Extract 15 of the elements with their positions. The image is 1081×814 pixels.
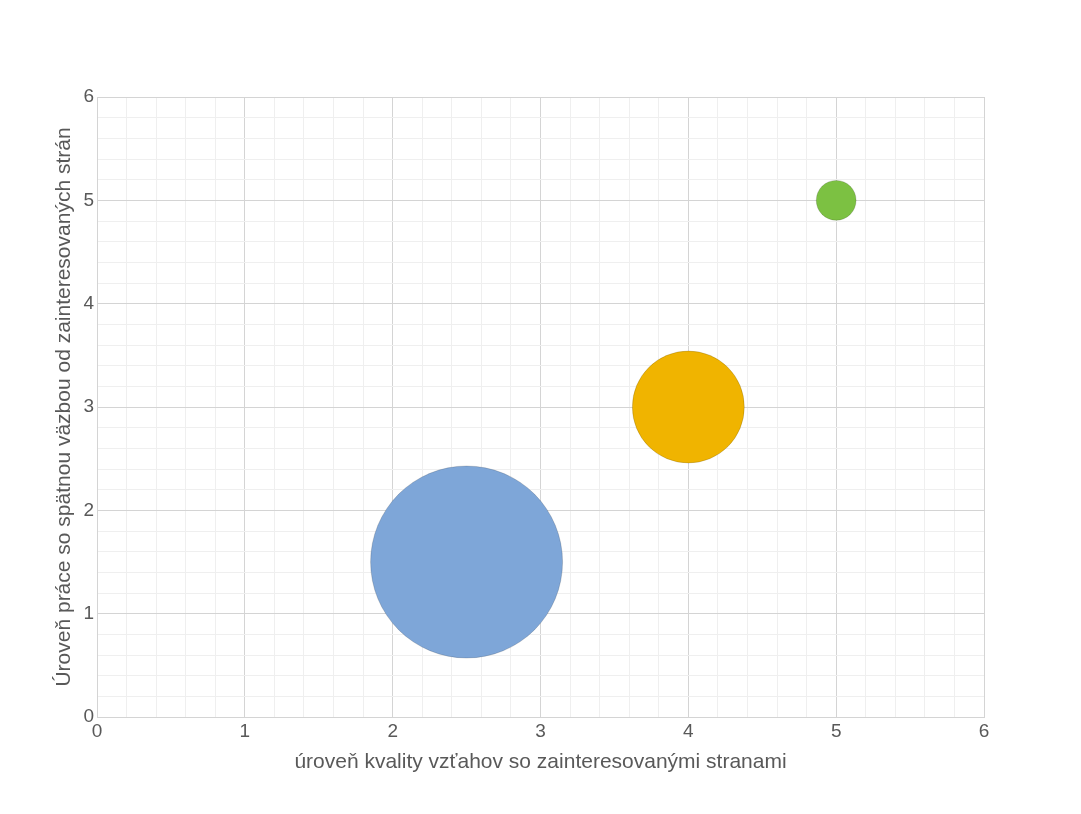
- x-tick-label: 2: [387, 719, 398, 741]
- y-tick-label: 3: [83, 395, 94, 417]
- x-tick-label: 6: [978, 719, 990, 741]
- y-axis-title: Úroveň práce so spätnou väzbou od zainteresovaných strán: [50, 127, 74, 687]
- y-tick-label: 2: [83, 498, 94, 520]
- x-tick-label: 5: [830, 719, 842, 741]
- y-tick-label: 1: [83, 601, 94, 623]
- x-tick-label: 3: [535, 719, 546, 741]
- y-tick-label: 0: [83, 705, 94, 727]
- y-tick-label: 5: [83, 188, 94, 210]
- y-tick-label: 4: [83, 291, 95, 313]
- x-axis-title: úroveň kvality vzťahov so zainteresovanými stranami: [294, 749, 787, 773]
- y-tick-label: 6: [83, 85, 94, 107]
- x-tick-label: 4: [683, 719, 695, 741]
- x-tick-label: 1: [239, 719, 251, 741]
